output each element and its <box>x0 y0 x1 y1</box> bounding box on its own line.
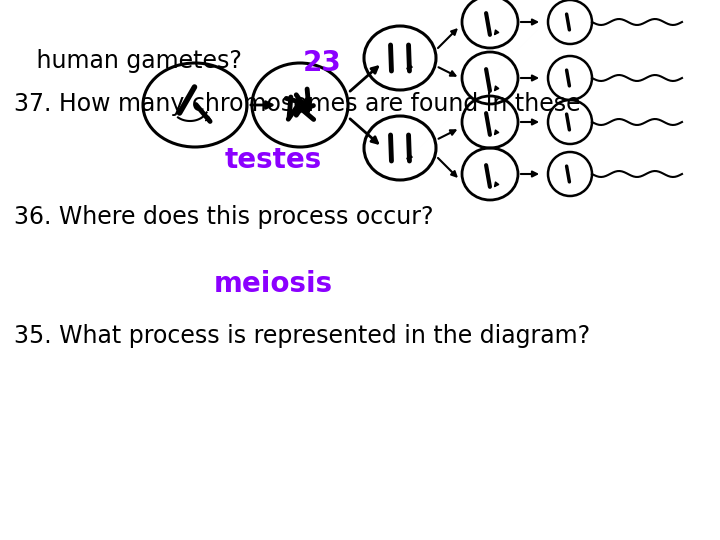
Text: 35. What process is represented in the diagram?: 35. What process is represented in the d… <box>14 324 590 348</box>
Text: testes: testes <box>225 146 323 174</box>
Text: 37. How many chromosomes are found in these: 37. How many chromosomes are found in th… <box>14 92 581 116</box>
Text: 23: 23 <box>302 49 341 77</box>
Text: human gametes?: human gametes? <box>14 49 242 72</box>
Text: meiosis: meiosis <box>214 270 333 298</box>
Text: 36. Where does this process occur?: 36. Where does this process occur? <box>14 205 434 229</box>
